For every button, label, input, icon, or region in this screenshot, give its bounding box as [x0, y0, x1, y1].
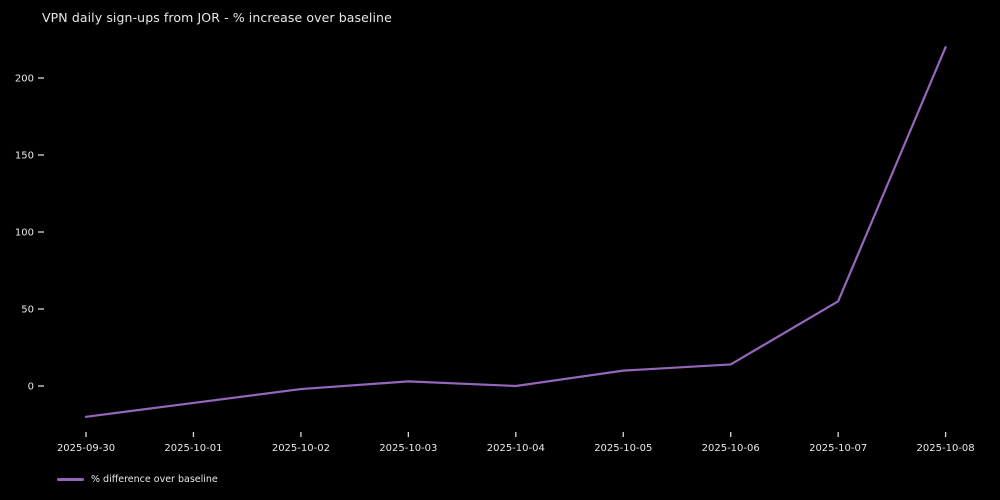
x-tick-label: 2025-09-30	[57, 443, 115, 454]
legend: % difference over baseline	[57, 471, 218, 487]
x-tick-label: 2025-10-04	[487, 443, 545, 454]
x-tick-label: 2025-10-08	[917, 443, 975, 454]
x-tick-label: 2025-10-05	[594, 443, 652, 454]
x-tick-label: 2025-10-03	[379, 443, 437, 454]
legend-label: % difference over baseline	[91, 473, 218, 485]
y-tick-label: 0	[28, 382, 34, 393]
y-tick-label: 150	[15, 151, 34, 162]
y-tick-label: 100	[15, 228, 34, 239]
y-tick-label: 200	[15, 74, 34, 85]
y-tick-label: 50	[21, 305, 34, 316]
x-tick-label: 2025-10-01	[164, 443, 222, 454]
x-tick-label: 2025-10-07	[809, 443, 867, 454]
chart-title: VPN daily sign-ups from JOR - % increase…	[42, 10, 392, 25]
x-tick-label: 2025-10-06	[702, 443, 760, 454]
legend-line-swatch	[57, 477, 84, 481]
data-series-line	[84, 46, 947, 418]
x-tick-label: 2025-10-02	[272, 443, 330, 454]
